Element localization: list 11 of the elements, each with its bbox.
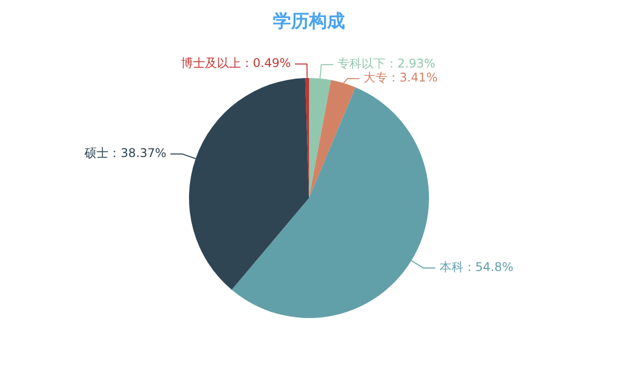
data-label: ：38.37%	[108, 146, 166, 160]
slice-label: 博士及以上	[180, 56, 241, 70]
data-label: ：3.41%	[387, 70, 438, 85]
chart-title: 学历构成	[272, 10, 346, 33]
slice-label: 专科以下	[337, 56, 386, 71]
slice-label: 硕士	[84, 146, 109, 160]
slice-label: 本科	[439, 260, 464, 274]
data-label: ：2.93%	[385, 56, 436, 71]
data-label: ：54.8%	[463, 260, 514, 274]
data-label: ：0.49%	[240, 56, 291, 70]
slice-label: 大专	[363, 70, 388, 85]
